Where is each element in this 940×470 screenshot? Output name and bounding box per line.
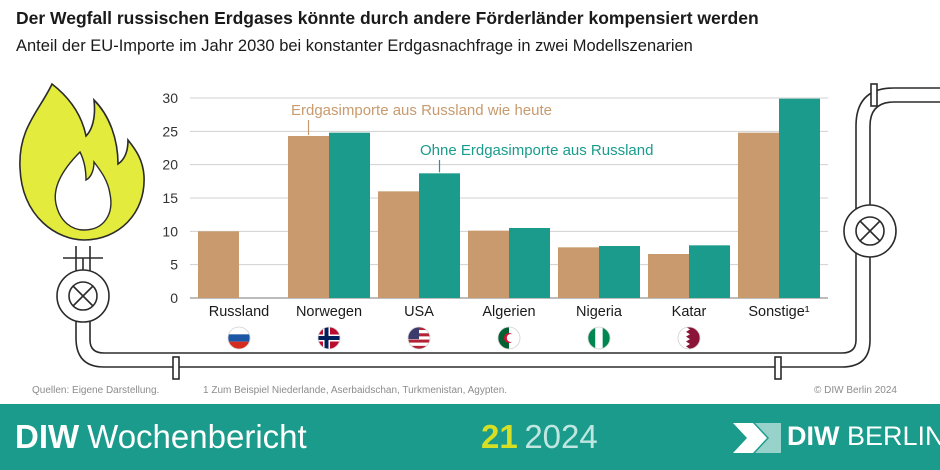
flag-russia-icon (227, 326, 251, 350)
y-axis: 0 5 10 15 20 25 30 (162, 90, 178, 306)
chart-bars (198, 98, 820, 299)
bar-with-russia (468, 230, 509, 298)
y-tick-label: 5 (170, 257, 178, 273)
legend-with-russia: Erdgasimporte aus Russland wie heute (291, 102, 552, 119)
country-flags (227, 326, 701, 350)
x-category-label: Russland (209, 304, 269, 320)
bar-without-russia (509, 228, 550, 298)
x-category-label: Sonstige¹ (748, 304, 809, 320)
x-category-label: Katar (672, 304, 707, 320)
flame-icon (19, 82, 145, 241)
bar-without-russia (689, 245, 730, 298)
y-tick-label: 25 (162, 123, 178, 139)
chart-scene: 0 5 10 15 20 25 30 Russland Norwegen USA Algerien… (19, 82, 940, 380)
bar-without-russia (419, 173, 460, 298)
flag-norway-icon (317, 326, 341, 350)
page-title: Der Wegfall russischen Erdgases könnte d… (16, 8, 759, 28)
x-axis: Russland Norwegen USA Algerien Nigeria Katar S… (209, 304, 810, 320)
y-tick-label: 20 (162, 157, 178, 173)
x-category-label: Nigeria (576, 304, 623, 320)
flag-algeria-icon (497, 326, 521, 350)
logo-bold: DIW (787, 421, 840, 451)
bar-with-russia (288, 136, 329, 298)
source-note: Quellen: Eigene Darstellung. (32, 385, 160, 396)
issue-year: 2024 (524, 418, 598, 455)
bar-with-russia (738, 132, 779, 298)
valve-left-icon (56, 269, 110, 323)
bar-with-russia (648, 254, 689, 298)
brand-bold: DIW (15, 418, 80, 455)
bar-with-russia (378, 191, 419, 298)
y-tick-label: 0 (170, 290, 178, 306)
logo-rest: BERLIN (847, 421, 940, 451)
x-category-label: Norwegen (296, 304, 362, 320)
copyright: © DIW Berlin 2024 (814, 385, 897, 396)
valve-right-icon (843, 204, 897, 258)
logo-text: DIW BERLIN (787, 421, 940, 452)
bar-with-russia (558, 247, 599, 298)
issue-num: 21 (481, 418, 518, 455)
issue-number: 21 2024 (481, 418, 598, 456)
bar-without-russia (599, 246, 640, 298)
x-category-label: Algerien (482, 304, 535, 320)
y-tick-label: 15 (162, 190, 178, 206)
bar-with-russia (198, 231, 239, 298)
flag-qatar-icon (677, 326, 701, 350)
flag-usa-icon (407, 326, 431, 350)
flag-nigeria-icon (587, 326, 611, 350)
legend-without-russia: Ohne Erdgasimporte aus Russland (420, 142, 653, 159)
publication-title: DIW Wochenbericht (15, 418, 307, 456)
brand-rest: Wochenbericht (87, 418, 307, 455)
page-subtitle: Anteil der EU-Importe im Jahr 2030 bei k… (16, 37, 693, 55)
x-category-label: USA (404, 304, 434, 320)
diw-logo-icon (733, 423, 781, 453)
footer-band: DIW Wochenbericht 21 2024 DIW BERLIN (0, 404, 940, 470)
series-annotations: Erdgasimporte aus Russland wie heute Ohne… (291, 102, 653, 173)
bar-without-russia (779, 98, 820, 299)
footnote: 1 Zum Beispiel Niederlande, Aserbaidscha… (203, 385, 508, 396)
y-tick-label: 30 (162, 90, 178, 106)
y-tick-label: 10 (162, 223, 178, 239)
bar-without-russia (329, 132, 370, 298)
